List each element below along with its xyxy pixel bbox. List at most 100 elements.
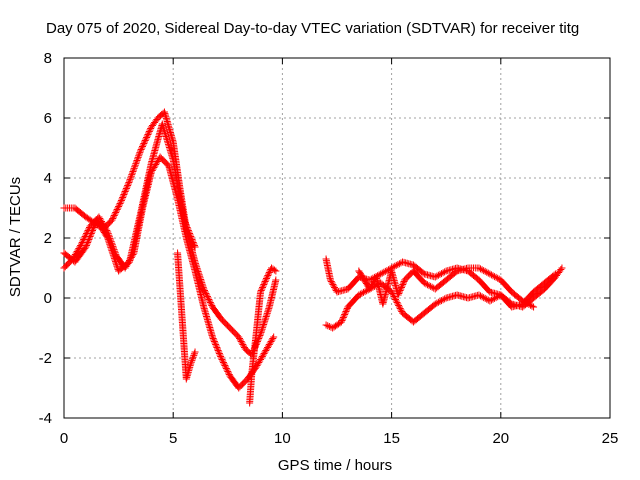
data-trace [262, 335, 277, 354]
data-trace [266, 278, 279, 309]
data-trace [477, 265, 492, 277]
data-trace [433, 277, 449, 292]
data-point [486, 297, 494, 305]
data-point [519, 297, 527, 305]
data-trace [126, 149, 144, 183]
series-track-5 [246, 264, 280, 407]
data-point [530, 303, 538, 311]
data-trace [72, 244, 89, 265]
data-point [377, 270, 385, 278]
data-trace [476, 277, 493, 295]
data-trace [116, 259, 132, 274]
data-point [322, 321, 330, 329]
data-trace [183, 236, 199, 273]
data-point [272, 267, 280, 275]
x-tick-label: 15 [383, 430, 400, 447]
data-layer [60, 108, 566, 407]
data-trace [498, 277, 515, 295]
series-track-3 [60, 120, 199, 275]
data-point [558, 264, 566, 272]
data-point [551, 270, 559, 278]
data-point [272, 276, 280, 284]
x-axis-label: GPS time / hours [278, 457, 392, 474]
data-point [270, 333, 278, 341]
data-point [82, 243, 90, 251]
data-trace [322, 257, 334, 282]
x-tick-label: 20 [492, 430, 509, 447]
data-trace [330, 319, 344, 331]
x-tick-label: 0 [60, 430, 68, 447]
data-point [326, 276, 334, 284]
data-trace [161, 110, 177, 144]
data-trace [487, 271, 503, 283]
data-trace [236, 335, 248, 351]
data-point [475, 291, 483, 299]
data-trace [378, 265, 394, 277]
data-trace [200, 305, 216, 339]
y-tick-label: 8 [44, 50, 52, 67]
series-track-8 [355, 264, 538, 311]
data-point [104, 234, 112, 242]
data-trace [181, 218, 198, 249]
data-point [355, 291, 363, 299]
grid-layer [64, 58, 610, 418]
data-point [263, 273, 271, 281]
series-track-4 [174, 249, 199, 383]
data-trace [465, 268, 482, 283]
data-point [187, 360, 195, 368]
data-trace [542, 271, 558, 286]
data-trace [191, 269, 207, 309]
data-trace [209, 335, 225, 360]
x-tick-label: 5 [169, 430, 177, 447]
data-trace [78, 224, 93, 246]
y-tick-label: 0 [44, 290, 52, 307]
data-trace [218, 316, 233, 331]
data-trace [388, 290, 406, 315]
data-trace [433, 268, 449, 280]
data-point [261, 348, 269, 356]
data-trace [159, 122, 177, 162]
data-trace [253, 350, 268, 369]
data-trace [109, 200, 124, 222]
data-trace [104, 236, 122, 273]
data-point [200, 285, 208, 293]
data-point [337, 318, 345, 326]
data-trace [137, 125, 155, 153]
data-trace [236, 376, 250, 391]
data-point [486, 270, 494, 278]
data-trace [257, 305, 273, 336]
data-trace [174, 251, 186, 318]
data-trace [157, 154, 172, 169]
data-trace [345, 274, 362, 292]
data-trace [509, 289, 525, 304]
data-trace [126, 212, 144, 264]
data-point [235, 333, 243, 341]
data-point [136, 147, 144, 155]
data-trace [117, 179, 133, 204]
data-point [117, 198, 125, 206]
data-point [257, 288, 265, 296]
y-tick-label: 4 [44, 170, 52, 187]
data-trace [269, 265, 278, 274]
data-trace [395, 278, 408, 297]
series-track-2 [60, 153, 278, 392]
data-point [191, 243, 199, 251]
data-point [431, 300, 439, 308]
data-point [366, 285, 374, 293]
x-tick-label: 25 [602, 430, 619, 447]
data-trace [187, 350, 198, 366]
data-point [217, 354, 225, 362]
data-trace [218, 356, 233, 378]
data-trace [61, 256, 75, 271]
data-trace [411, 262, 427, 277]
data-point [209, 333, 217, 341]
data-trace [96, 215, 111, 234]
data-point [180, 216, 188, 224]
data-trace [324, 322, 335, 331]
y-axis-label: SDTVAR / TECUs [7, 177, 24, 297]
data-trace [252, 290, 264, 336]
data-trace [201, 287, 216, 309]
data-trace [345, 292, 362, 310]
data-trace [327, 278, 340, 294]
